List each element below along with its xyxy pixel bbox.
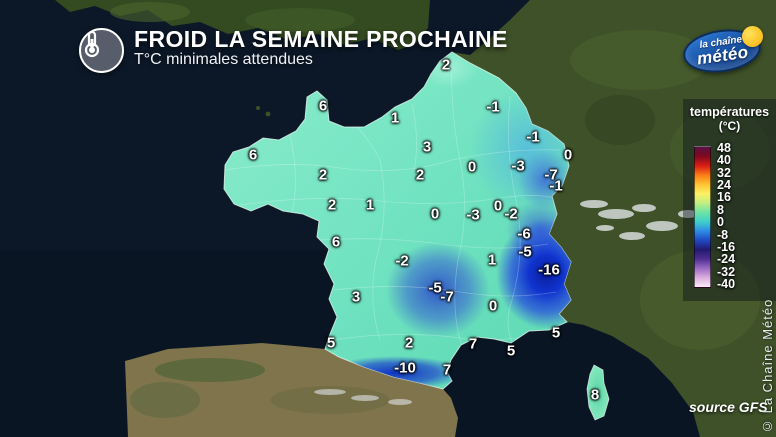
pyrenees-snow-texture bbox=[314, 389, 412, 405]
legend-tick: -24 bbox=[717, 252, 736, 267]
alps-snow-texture bbox=[580, 200, 698, 240]
legend-tick: 48 bbox=[717, 141, 731, 155]
legend-tick: 24 bbox=[717, 178, 731, 193]
legend-tick: 8 bbox=[717, 202, 724, 217]
logo-text-line2: météo bbox=[695, 42, 750, 69]
legend-tick: 16 bbox=[717, 190, 731, 205]
legend-tick: -8 bbox=[717, 227, 729, 242]
legend-tick: 40 bbox=[717, 153, 731, 168]
legend-tick: -32 bbox=[717, 264, 736, 279]
la-chaine-meteo-logo: la chaîne météo bbox=[680, 24, 765, 78]
temperature-legend: températures (°C) 48 40 32 24 16 8 0 -8 -16 -24 -3… bbox=[683, 99, 776, 301]
legend-tick: -40 bbox=[717, 276, 736, 291]
corsica-shape bbox=[586, 364, 610, 421]
legend-tick: -16 bbox=[717, 239, 736, 254]
copyright-label: © La Chaîne Météo bbox=[760, 298, 775, 434]
legend-tick: 0 bbox=[717, 215, 724, 230]
legend-ticks: 48 40 32 24 16 8 0 -8 -16 -24 -32 -40 bbox=[717, 142, 757, 290]
legend-title: températures bbox=[689, 105, 770, 119]
legend-tick: 32 bbox=[717, 165, 731, 180]
channel-island bbox=[265, 111, 271, 117]
legend-gradient-bar bbox=[694, 146, 711, 288]
channel-island bbox=[256, 106, 260, 110]
sun-icon bbox=[742, 26, 763, 47]
source-label: source GFS bbox=[689, 399, 768, 415]
department-borders bbox=[224, 59, 561, 347]
legend-unit: (°C) bbox=[718, 119, 741, 133]
